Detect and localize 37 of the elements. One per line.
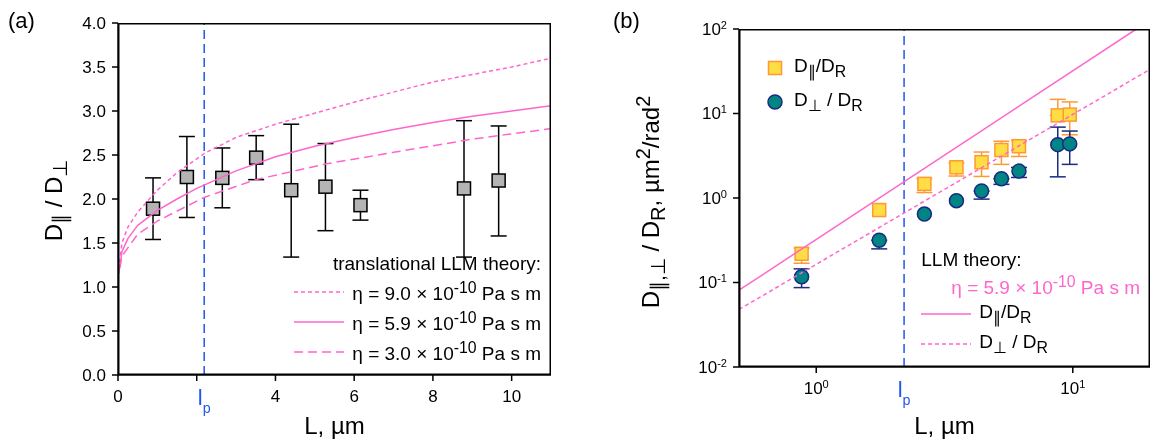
x-tick-label: 6	[349, 387, 359, 406]
ref-line-label: l$_{p}$	[197, 385, 211, 416]
y-tick-label: 2.0	[82, 189, 106, 209]
x-axis-title: L, µm	[913, 412, 976, 440]
y-tick-label: 10$^{-2}$	[698, 356, 727, 377]
y-tick-label: 10$^{-1}$	[698, 272, 727, 293]
y-tick-label: 3.0	[82, 101, 106, 121]
annotation: η = 5.9 × 10$^{-10}$ Pa s m	[951, 272, 1140, 299]
y-tick-label: 4.0	[82, 13, 106, 33]
y-tick-label: 1.0	[82, 277, 106, 297]
x-tick-label: 8	[428, 387, 438, 406]
x-tick-label: 10$^{0}$	[803, 378, 829, 398]
legend-label: D$_{∥}$/D$_{R}$	[794, 55, 847, 81]
x-axis-title: L, µm	[304, 412, 365, 439]
y-tick-label: 3.5	[82, 57, 106, 77]
x-tick-label: 10	[502, 387, 522, 406]
y-tick-label: 10$^{0}$	[701, 187, 727, 208]
chart-title: (b)	[613, 8, 640, 34]
y-tick-label: 10$^{2}$	[701, 18, 727, 39]
legend-label: D$_{⊥}$ / D$_{R}$	[794, 89, 863, 115]
legend-label: η = 3.0 × 10$^{-10}$ Pa s m	[352, 338, 541, 366]
legend-label: η = 9.0 × 10$^{-10}$ Pa s m	[352, 278, 541, 306]
y-tick-label: 2.5	[82, 145, 106, 165]
chart-title: (a)	[8, 8, 35, 34]
legend-title: LLM theory:	[921, 248, 1023, 271]
x-tick-label: 4	[270, 387, 281, 406]
legend-label: η = 5.9 × 10$^{-10}$ Pa s m	[352, 308, 541, 336]
legend-label: D$_{∥}$/D$_{R}$	[979, 301, 1032, 327]
x-tick-label: 10$^{1}$	[1060, 378, 1086, 398]
legend-title: translational LLM theory:	[331, 253, 541, 275]
ref-line-label: l$_{p}$	[897, 377, 911, 408]
y-tick-label: 0.0	[82, 365, 106, 385]
y-tick-label: 1.5	[82, 233, 106, 253]
legend-label: D$_{⊥}$ / D$_{R}$	[979, 331, 1049, 357]
y-tick-label: 10$^{1}$	[701, 103, 727, 124]
x-tick-label: 0	[113, 387, 123, 406]
y-tick-label: 0.5	[82, 321, 106, 341]
